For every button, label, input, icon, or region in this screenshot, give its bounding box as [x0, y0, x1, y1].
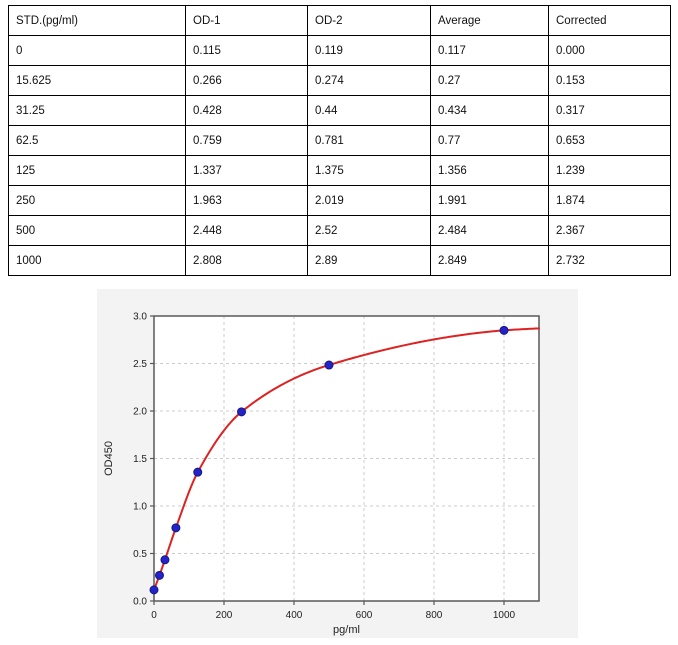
- column-header: OD-1: [185, 5, 308, 36]
- y-tick-label: 1.0: [133, 502, 147, 513]
- table-header-row: STD.(pg/ml) OD-1 OD-2 Average Corrected: [8, 5, 671, 36]
- table-cell: 1.375: [307, 155, 431, 186]
- table-cell: 2.019: [307, 185, 431, 216]
- table-cell: 2.849: [430, 245, 549, 276]
- table-cell: 1.991: [430, 185, 549, 216]
- fitted-curve: [153, 327, 540, 591]
- table-row: 31.25 0.428 0.44 0.434 0.317: [8, 95, 671, 126]
- data-point: [193, 467, 203, 477]
- table-cell: 1.356: [430, 155, 549, 186]
- standard-curve-figure: 0 200 400 600 800 1000 0.0 0.5 1.0 1.5 2.0 2.5 3.0 pg…: [97, 289, 578, 638]
- y-tick-label: 0.5: [133, 549, 147, 560]
- table-cell: 0: [8, 35, 186, 66]
- table-row: 125 1.337 1.375 1.356 1.239: [8, 155, 671, 186]
- table-cell: 0.119: [307, 35, 431, 66]
- table-row: 15.625 0.266 0.274 0.27 0.153: [8, 65, 671, 96]
- table-row: 250 1.963 2.019 1.991 1.874: [8, 185, 671, 216]
- x-tick-label: 1000: [493, 610, 516, 621]
- table-cell: 0.27: [430, 65, 549, 96]
- table-cell: 2.808: [185, 245, 308, 276]
- table-cell: 0.266: [185, 65, 308, 96]
- table-cell: 0.000: [548, 35, 671, 66]
- y-tick-label: 1.5: [133, 454, 147, 465]
- y-axis-label: OD450: [103, 441, 115, 476]
- data-point: [324, 360, 334, 370]
- column-header: STD.(pg/ml): [8, 5, 186, 36]
- table-cell: 0.653: [548, 125, 671, 156]
- table-cell: 250: [8, 185, 186, 216]
- y-tick-label: 0.0: [133, 597, 147, 608]
- table-cell: 0.77: [430, 125, 549, 156]
- table-cell: 2.52: [307, 215, 431, 246]
- table-cell: 2.732: [548, 245, 671, 276]
- table-cell: 15.625: [8, 65, 186, 96]
- data-point: [237, 407, 246, 417]
- table-cell: 1.874: [548, 185, 671, 216]
- column-header: OD-2: [307, 5, 431, 36]
- x-tick-label: 200: [216, 610, 233, 621]
- table-cell: 500: [8, 215, 186, 246]
- x-axis-label: pg/ml: [333, 624, 360, 636]
- column-header: Average: [430, 5, 549, 36]
- table-row: 62.5 0.759 0.781 0.77 0.653: [8, 125, 671, 156]
- x-tick-label: 800: [426, 610, 443, 621]
- table-cell: 0.153: [548, 65, 671, 96]
- table-cell: 2.89: [307, 245, 431, 276]
- table-cell: 0.434: [430, 95, 549, 126]
- y-tick-label: 3.0: [133, 312, 147, 323]
- table-cell: 0.759: [185, 125, 308, 156]
- standard-curve-chart: 0 200 400 600 800 1000 0.0 0.5 1.0 1.5 2.0 2.5 3.0 pg…: [97, 289, 578, 638]
- table-cell: 1.963: [185, 185, 308, 216]
- table-row: 500 2.448 2.52 2.484 2.367: [8, 215, 671, 246]
- x-tick-label: 0: [151, 610, 157, 621]
- table-cell: 62.5: [8, 125, 186, 156]
- data-point: [499, 325, 509, 335]
- table-cell: 0.781: [307, 125, 431, 156]
- table-cell: 2.367: [548, 215, 671, 246]
- x-tick-label: 600: [356, 610, 373, 621]
- table-cell: 0.117: [430, 35, 549, 66]
- table-cell: 1000: [8, 245, 186, 276]
- table-cell: 0.115: [185, 35, 308, 66]
- table-cell: 0.317: [548, 95, 671, 126]
- table-cell: 0.44: [307, 95, 431, 126]
- data-point: [154, 570, 164, 580]
- table-cell: 1.239: [548, 155, 671, 186]
- y-tick-label: 2.0: [133, 407, 147, 418]
- table-cell: 31.25: [8, 95, 186, 126]
- table-cell: 0.428: [185, 95, 308, 126]
- data-point: [171, 523, 181, 533]
- table-cell: 2.448: [185, 215, 308, 246]
- data-point: [160, 555, 170, 565]
- table-cell: 125: [8, 155, 186, 186]
- x-tick-label: 400: [286, 610, 303, 621]
- table-cell: 1.337: [185, 155, 308, 186]
- table-body: 0 0.115 0.119 0.117 0.000 15.625 0.266 0.274 0.2…: [8, 35, 671, 276]
- table-row: 0 0.115 0.119 0.117 0.000: [8, 35, 671, 66]
- y-tick-label: 2.5: [133, 359, 147, 370]
- table-cell: 0.274: [307, 65, 431, 96]
- table-row: 1000 2.808 2.89 2.849 2.732: [8, 245, 671, 276]
- standards-table: STD.(pg/ml) OD-1 OD-2 Average Corrected 0 0.1…: [8, 5, 671, 276]
- table-cell: 2.484: [430, 215, 549, 246]
- data-point: [149, 585, 159, 595]
- column-header: Corrected: [548, 5, 671, 36]
